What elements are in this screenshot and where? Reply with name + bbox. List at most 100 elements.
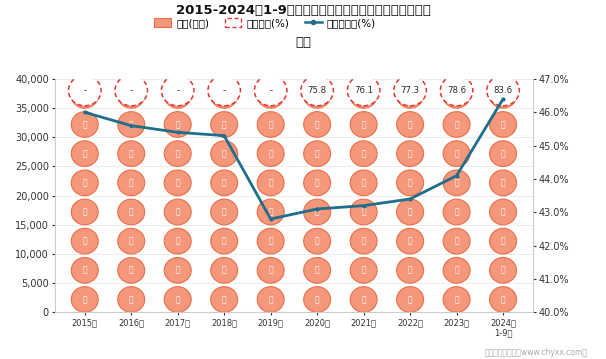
- Ellipse shape: [304, 141, 331, 167]
- Ellipse shape: [490, 141, 516, 167]
- Ellipse shape: [257, 257, 284, 283]
- Ellipse shape: [211, 83, 238, 108]
- Ellipse shape: [115, 75, 147, 106]
- Text: 76.1: 76.1: [354, 86, 373, 95]
- Text: 債: 債: [454, 149, 459, 158]
- Ellipse shape: [118, 112, 145, 137]
- Ellipse shape: [257, 170, 284, 196]
- Text: 債: 債: [268, 178, 273, 187]
- Text: 債: 債: [408, 149, 413, 158]
- Text: 債: 債: [361, 266, 366, 275]
- Text: 債: 債: [454, 266, 459, 275]
- Text: 債: 債: [361, 208, 366, 216]
- Ellipse shape: [350, 228, 377, 254]
- Text: -: -: [83, 86, 86, 95]
- Ellipse shape: [72, 112, 98, 137]
- Ellipse shape: [118, 257, 145, 283]
- Text: 債: 債: [268, 149, 273, 158]
- Ellipse shape: [350, 83, 377, 108]
- Text: 77.3: 77.3: [401, 86, 420, 95]
- Ellipse shape: [208, 75, 241, 106]
- Text: 78.6: 78.6: [447, 86, 466, 95]
- Ellipse shape: [72, 170, 98, 196]
- Text: -: -: [222, 86, 226, 95]
- Text: 2015-2024年1-9月有色金属冶炼和压延加工业企业负债统: 2015-2024年1-9月有色金属冶炼和压延加工业企业负债统: [176, 4, 430, 17]
- Ellipse shape: [72, 83, 98, 108]
- Text: 債: 債: [268, 208, 273, 216]
- Legend: 负债(亿元), 产权比率(%), 资产负债率(%): 负债(亿元), 产权比率(%), 资产负债率(%): [150, 14, 381, 33]
- Ellipse shape: [118, 286, 145, 312]
- Text: 債: 債: [222, 120, 227, 129]
- Text: 債: 債: [501, 208, 505, 216]
- Ellipse shape: [490, 112, 516, 137]
- Ellipse shape: [397, 228, 424, 254]
- Text: 債: 債: [175, 237, 180, 246]
- Ellipse shape: [164, 228, 191, 254]
- Ellipse shape: [490, 170, 516, 196]
- Text: 債: 債: [501, 149, 505, 158]
- Ellipse shape: [118, 228, 145, 254]
- Ellipse shape: [397, 112, 424, 137]
- Text: 債: 債: [501, 237, 505, 246]
- Text: 債: 債: [82, 266, 87, 275]
- Text: 債: 債: [222, 208, 227, 216]
- Text: 債: 債: [408, 208, 413, 216]
- Text: 債: 債: [315, 266, 319, 275]
- Ellipse shape: [118, 170, 145, 196]
- Ellipse shape: [68, 75, 101, 106]
- Text: 債: 債: [315, 149, 319, 158]
- Ellipse shape: [443, 257, 470, 283]
- Text: 債: 債: [408, 91, 413, 100]
- Ellipse shape: [397, 257, 424, 283]
- Text: 債: 債: [82, 208, 87, 216]
- Ellipse shape: [397, 170, 424, 196]
- Text: 債: 債: [315, 208, 319, 216]
- Ellipse shape: [72, 199, 98, 225]
- Ellipse shape: [347, 75, 380, 106]
- Ellipse shape: [350, 112, 377, 137]
- Text: 債: 債: [175, 295, 180, 304]
- Text: 債: 債: [175, 208, 180, 216]
- Ellipse shape: [443, 170, 470, 196]
- Text: 債: 債: [268, 237, 273, 246]
- Ellipse shape: [257, 83, 284, 108]
- Ellipse shape: [161, 75, 194, 106]
- Text: 債: 債: [408, 237, 413, 246]
- Text: 債: 債: [454, 237, 459, 246]
- Text: 債: 債: [315, 295, 319, 304]
- Ellipse shape: [211, 170, 238, 196]
- Ellipse shape: [164, 112, 191, 137]
- Text: 債: 債: [129, 266, 133, 275]
- Text: 債: 債: [408, 266, 413, 275]
- Text: 債: 債: [129, 178, 133, 187]
- Ellipse shape: [397, 141, 424, 167]
- Text: 債: 債: [129, 237, 133, 246]
- Ellipse shape: [350, 286, 377, 312]
- Ellipse shape: [164, 83, 191, 108]
- Text: 債: 債: [454, 91, 459, 100]
- Ellipse shape: [211, 286, 238, 312]
- Ellipse shape: [304, 228, 331, 254]
- Text: -: -: [269, 86, 272, 95]
- Ellipse shape: [397, 286, 424, 312]
- Text: 債: 債: [175, 91, 180, 100]
- Ellipse shape: [443, 228, 470, 254]
- Text: 債: 債: [222, 237, 227, 246]
- Ellipse shape: [490, 257, 516, 283]
- Ellipse shape: [164, 199, 191, 225]
- Text: 債: 債: [501, 295, 505, 304]
- Text: 債: 債: [315, 91, 319, 100]
- Text: 83.6: 83.6: [493, 86, 513, 95]
- Ellipse shape: [304, 199, 331, 225]
- Text: 債: 債: [454, 120, 459, 129]
- Text: 債: 債: [82, 120, 87, 129]
- Text: 債: 債: [315, 120, 319, 129]
- Text: 債: 債: [222, 266, 227, 275]
- Text: 債: 債: [501, 120, 505, 129]
- Ellipse shape: [72, 141, 98, 167]
- Text: 債: 債: [268, 91, 273, 100]
- Text: 債: 債: [408, 178, 413, 187]
- Text: 債: 債: [268, 295, 273, 304]
- Text: 債: 債: [175, 120, 180, 129]
- Ellipse shape: [257, 112, 284, 137]
